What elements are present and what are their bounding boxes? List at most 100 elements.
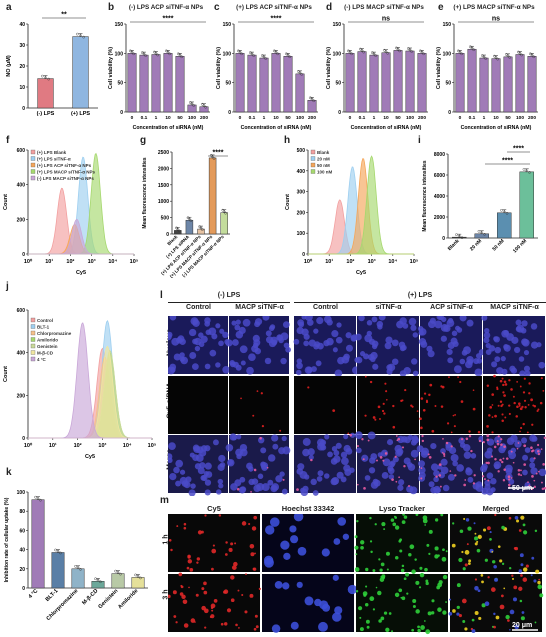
k-ytick-label: 100	[17, 490, 26, 496]
e-datapoint	[484, 57, 487, 60]
l-tile-r1-c3	[357, 376, 419, 434]
l-tile-r0-c5-nucleus	[518, 356, 525, 362]
h-ytick-label: 500	[297, 148, 306, 154]
e-datapoint	[518, 52, 522, 55]
j-legend-swatch	[30, 337, 36, 342]
l-tile-r1-c4-signal	[420, 426, 423, 430]
m-tile-r0-c0-signal	[254, 552, 256, 555]
b-datapoint	[142, 52, 146, 56]
l-tile-r2-c5-signal	[533, 479, 536, 482]
l-tile-r2-c3-signal	[375, 459, 379, 462]
h-xtick-label: 10²	[346, 258, 354, 265]
c-ytick-label: 150	[223, 22, 232, 28]
l-tile-r2-c1-nucleus	[281, 435, 287, 442]
e-bar	[491, 58, 501, 113]
c-bar	[259, 57, 269, 113]
l-tile-r0-c4-nucleus	[417, 326, 424, 332]
l-tile-r1-c4-signal	[468, 430, 471, 433]
m-tile-r1-c2-signal	[377, 590, 382, 596]
l-tile-r2-c3-nucleus	[388, 474, 395, 480]
l-tile-r2-c0-nucleus	[168, 453, 173, 460]
c-bar	[235, 53, 245, 113]
l-tile-r1-c3-signal	[364, 414, 367, 417]
l-tile-r2-c5-signal	[537, 443, 540, 447]
c-bar	[247, 54, 257, 113]
chart-c-title: (+) LPS ACP siTNF-α NPs	[236, 4, 312, 11]
l-tile-r0-c2-nucleus	[296, 326, 304, 335]
b-datapoint	[130, 51, 134, 54]
m-tile-r0-c3-signal	[516, 519, 520, 523]
l-tile-r0-c5-nucleus	[494, 346, 501, 354]
chart-a: 0 10 20 30 40 NO (μM) (-) LPS (+) LPS **	[6, 12, 98, 117]
l-tile-r2-c4-nucleus	[463, 451, 472, 459]
l-tile-r1-c1-signal	[260, 392, 263, 395]
l-tile-r1-c4-signal	[419, 417, 422, 421]
l-tile-r0-c4-nucleus	[434, 320, 443, 329]
e-xtick-label: 0.1	[469, 115, 476, 121]
l-tile-r2-c2-nucleus	[302, 448, 310, 457]
l-tile-r2-c5-nucleus	[490, 487, 496, 493]
g-ytick-label: 2000	[158, 166, 169, 172]
d-xtick-label: 10	[383, 115, 389, 121]
l-tile-r2-c5-signal	[517, 473, 521, 476]
l-tile-r2-c5-nucleus	[484, 450, 493, 459]
b-datapoint	[204, 105, 207, 109]
m-tile-r1-c2-signal	[442, 574, 448, 580]
l-tile-r2-c1-nucleus	[275, 475, 283, 483]
m-tile-r1-c2-signal	[359, 627, 364, 632]
m-tile-r1-c3-signal	[471, 629, 476, 634]
l-tile-r2-c2-nucleus	[302, 437, 311, 446]
chart-h: 0 100 200 300 400 500 Count Cy5 10⁰ 10¹ 10² 10³ 10⁴ 1…	[285, 148, 419, 276]
i-ytick-label: 8000	[434, 152, 445, 158]
l-tile-r0-c4-nucleus	[427, 350, 435, 358]
m-tile-r1-c3-signal	[509, 609, 515, 615]
m-col-3: Merged	[482, 504, 510, 513]
m-tile-r0-c0-signal	[253, 515, 258, 520]
m-tile-r1-c3-signal	[490, 587, 496, 592]
m-tile-r1-c2-signal	[363, 593, 367, 597]
e-xtick-label: 10	[493, 115, 499, 121]
l-tile-r0-c2-nucleus	[296, 362, 303, 370]
k-ytick-label: 0	[22, 586, 25, 592]
m-tile-r1-c2-signal	[419, 572, 425, 578]
b-datapoint	[165, 49, 168, 53]
l-tile-r2-c1-nucleus	[261, 483, 270, 492]
panel-letter-c: c	[214, 2, 220, 13]
l-tile-r2-c1-nucleus	[260, 447, 267, 454]
b-ytick-label: 50	[117, 81, 123, 87]
l-tile-r2-c5-signal	[493, 445, 497, 449]
l-tile-r1-c4-signal	[472, 389, 475, 392]
m-tile-r1-c2-signal	[380, 616, 385, 621]
l-tile-r0-c4-nucleus	[475, 353, 482, 359]
l-tile-r2-c5-signal	[499, 458, 502, 462]
l-tile-r1-c5-signal	[523, 399, 527, 402]
l-tile-r1-c3-signal	[392, 425, 396, 429]
l-tile-r2-c5-signal	[487, 461, 490, 465]
l-tile-r0-c4-nucleus	[474, 368, 483, 377]
m-tile-r1-c2-signal	[445, 601, 448, 603]
b-bar	[127, 53, 137, 113]
m-tile-r0-c3-signal	[508, 516, 512, 520]
l-tile-r0-c5-nucleus	[503, 329, 509, 336]
l-col-4: ACP siTNF-α	[430, 304, 473, 311]
j-ylabel: Count	[3, 366, 9, 382]
l-tile-r2-c4-signal	[442, 453, 446, 456]
l-tile-r2-c5-signal	[533, 457, 536, 460]
m-tile-r0-c2-signal	[385, 551, 390, 556]
e-bar	[455, 53, 465, 113]
l-tile-r0-c2-nucleus	[306, 366, 313, 374]
l-tile-r1-c4-signal	[434, 405, 437, 407]
i-datapoint	[483, 233, 486, 236]
j-xtick-label: 10³	[98, 442, 106, 449]
k-datapoint	[76, 566, 80, 570]
l-tile-r2-c1-signal	[253, 468, 257, 472]
k-ylabel: Inhibition rate of cellular uptake (%)	[4, 497, 10, 582]
g-datapoint	[221, 208, 225, 212]
l-tile-r2-c4-signal	[445, 441, 449, 445]
l-tile-r0-c1-nucleus	[282, 321, 290, 329]
m-tile-r1-c3-signal	[499, 604, 505, 610]
m-tile-r1-c0-signal	[173, 615, 177, 618]
l-tile-r2-c0-nucleus	[175, 459, 184, 468]
f-legend-swatch	[30, 162, 36, 168]
l-tile-r0-c4-nucleus	[459, 316, 467, 322]
